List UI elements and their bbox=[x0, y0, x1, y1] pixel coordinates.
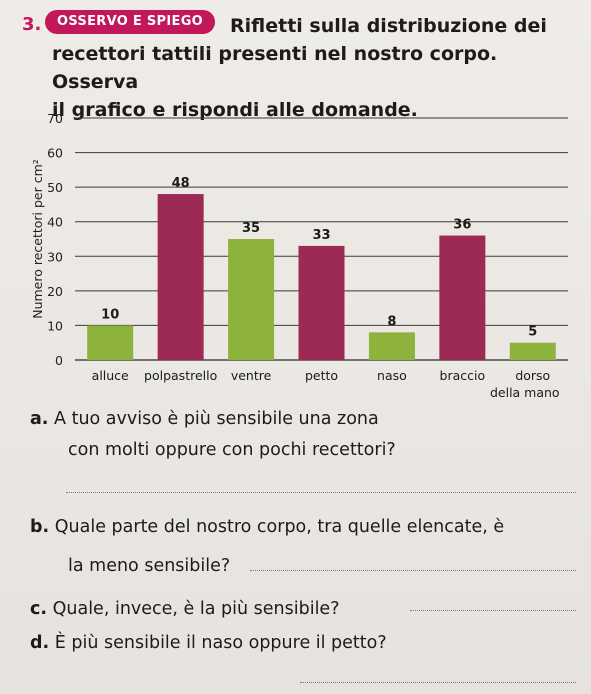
question-a-line1: A tuo avviso è più sensibile una zona bbox=[54, 409, 379, 429]
exercise-number: 3. bbox=[22, 14, 42, 35]
y-tick-label-1: 10 bbox=[47, 318, 63, 333]
intro-line-1: Rifletti sulla distribuzione dei bbox=[230, 15, 547, 37]
data-label-5: 36 bbox=[453, 218, 471, 233]
y-tick-label-3: 30 bbox=[47, 249, 63, 264]
x-tick-sublabel-6: della mano bbox=[490, 385, 560, 400]
x-tick-label-0: alluce bbox=[92, 368, 129, 383]
x-tick-label-2: ventre bbox=[231, 368, 272, 383]
y-tick-label-4: 40 bbox=[47, 215, 63, 230]
x-tick-label-3: petto bbox=[305, 368, 338, 383]
bar-dorso-della-mano bbox=[509, 342, 556, 360]
data-label-6: 5 bbox=[528, 325, 537, 340]
question-b-line2: la meno sensibile? bbox=[68, 556, 231, 576]
question-b: b. Quale parte del nostro corpo, tra que… bbox=[30, 514, 504, 540]
x-tick-label-4: naso bbox=[377, 368, 407, 383]
receptor-bar-chart: 0 10 20 30 40 50 60 70 Numero recettori per cm² 1… bbox=[20, 102, 580, 402]
question-a-line2: con molti oppure con pochi recettori? bbox=[68, 440, 396, 460]
exercise-badge: OSSERVO E SPIEGO bbox=[45, 10, 216, 34]
question-c-letter: c. bbox=[30, 599, 48, 619]
x-tick-label-6: dorso bbox=[515, 368, 550, 383]
y-tick-label-0: 0 bbox=[55, 353, 63, 368]
answer-line-a[interactable] bbox=[66, 492, 576, 493]
intro-line-2: recettori tattili presenti nel nostro co… bbox=[52, 43, 498, 93]
answer-line-b[interactable] bbox=[250, 570, 576, 571]
question-c: c. Quale, invece, è la più sensibile? bbox=[30, 596, 340, 622]
x-tick-label-1: polpastrello bbox=[144, 368, 217, 383]
data-label-0: 10 bbox=[101, 307, 119, 322]
data-label-2: 35 bbox=[242, 221, 260, 236]
bar-alluce bbox=[87, 325, 134, 360]
y-axis-title: Numero recettori per cm² bbox=[30, 159, 45, 319]
question-d-text: È più sensibile il naso oppure il petto? bbox=[54, 633, 387, 653]
x-tick-label-5: braccio bbox=[440, 368, 486, 383]
bar-polpastrello bbox=[157, 194, 204, 360]
y-tick-label-2: 20 bbox=[47, 284, 63, 299]
intro-line-3: il grafico e rispondi alle domande. bbox=[52, 99, 418, 121]
bar-braccio bbox=[439, 235, 486, 360]
question-a-letter: a. bbox=[30, 409, 49, 429]
data-label-3: 33 bbox=[312, 228, 330, 243]
data-label-1: 48 bbox=[172, 176, 190, 191]
data-label-4: 8 bbox=[387, 314, 396, 329]
exercise-intro: Rifletti sulla distribuzione dei recetto… bbox=[52, 12, 552, 124]
answer-line-c[interactable] bbox=[410, 610, 576, 611]
question-b-line1: Quale parte del nostro corpo, tra quelle… bbox=[54, 517, 505, 537]
bar-petto bbox=[298, 245, 345, 360]
question-d-letter: d. bbox=[30, 633, 50, 653]
question-c-text: Quale, invece, è la più sensibile? bbox=[52, 599, 340, 619]
question-b-letter: b. bbox=[30, 517, 50, 537]
bar-ventre bbox=[228, 239, 275, 360]
y-tick-label-6: 60 bbox=[47, 146, 63, 161]
answer-line-d[interactable] bbox=[300, 682, 576, 683]
y-tick-label-7: 70 bbox=[47, 111, 63, 126]
bar-naso bbox=[368, 332, 415, 360]
y-tick-label-5: 50 bbox=[47, 180, 63, 195]
question-d: d. È più sensibile il naso oppure il pet… bbox=[30, 630, 387, 656]
question-a: a. A tuo avviso è più sensibile una zona bbox=[30, 406, 379, 432]
